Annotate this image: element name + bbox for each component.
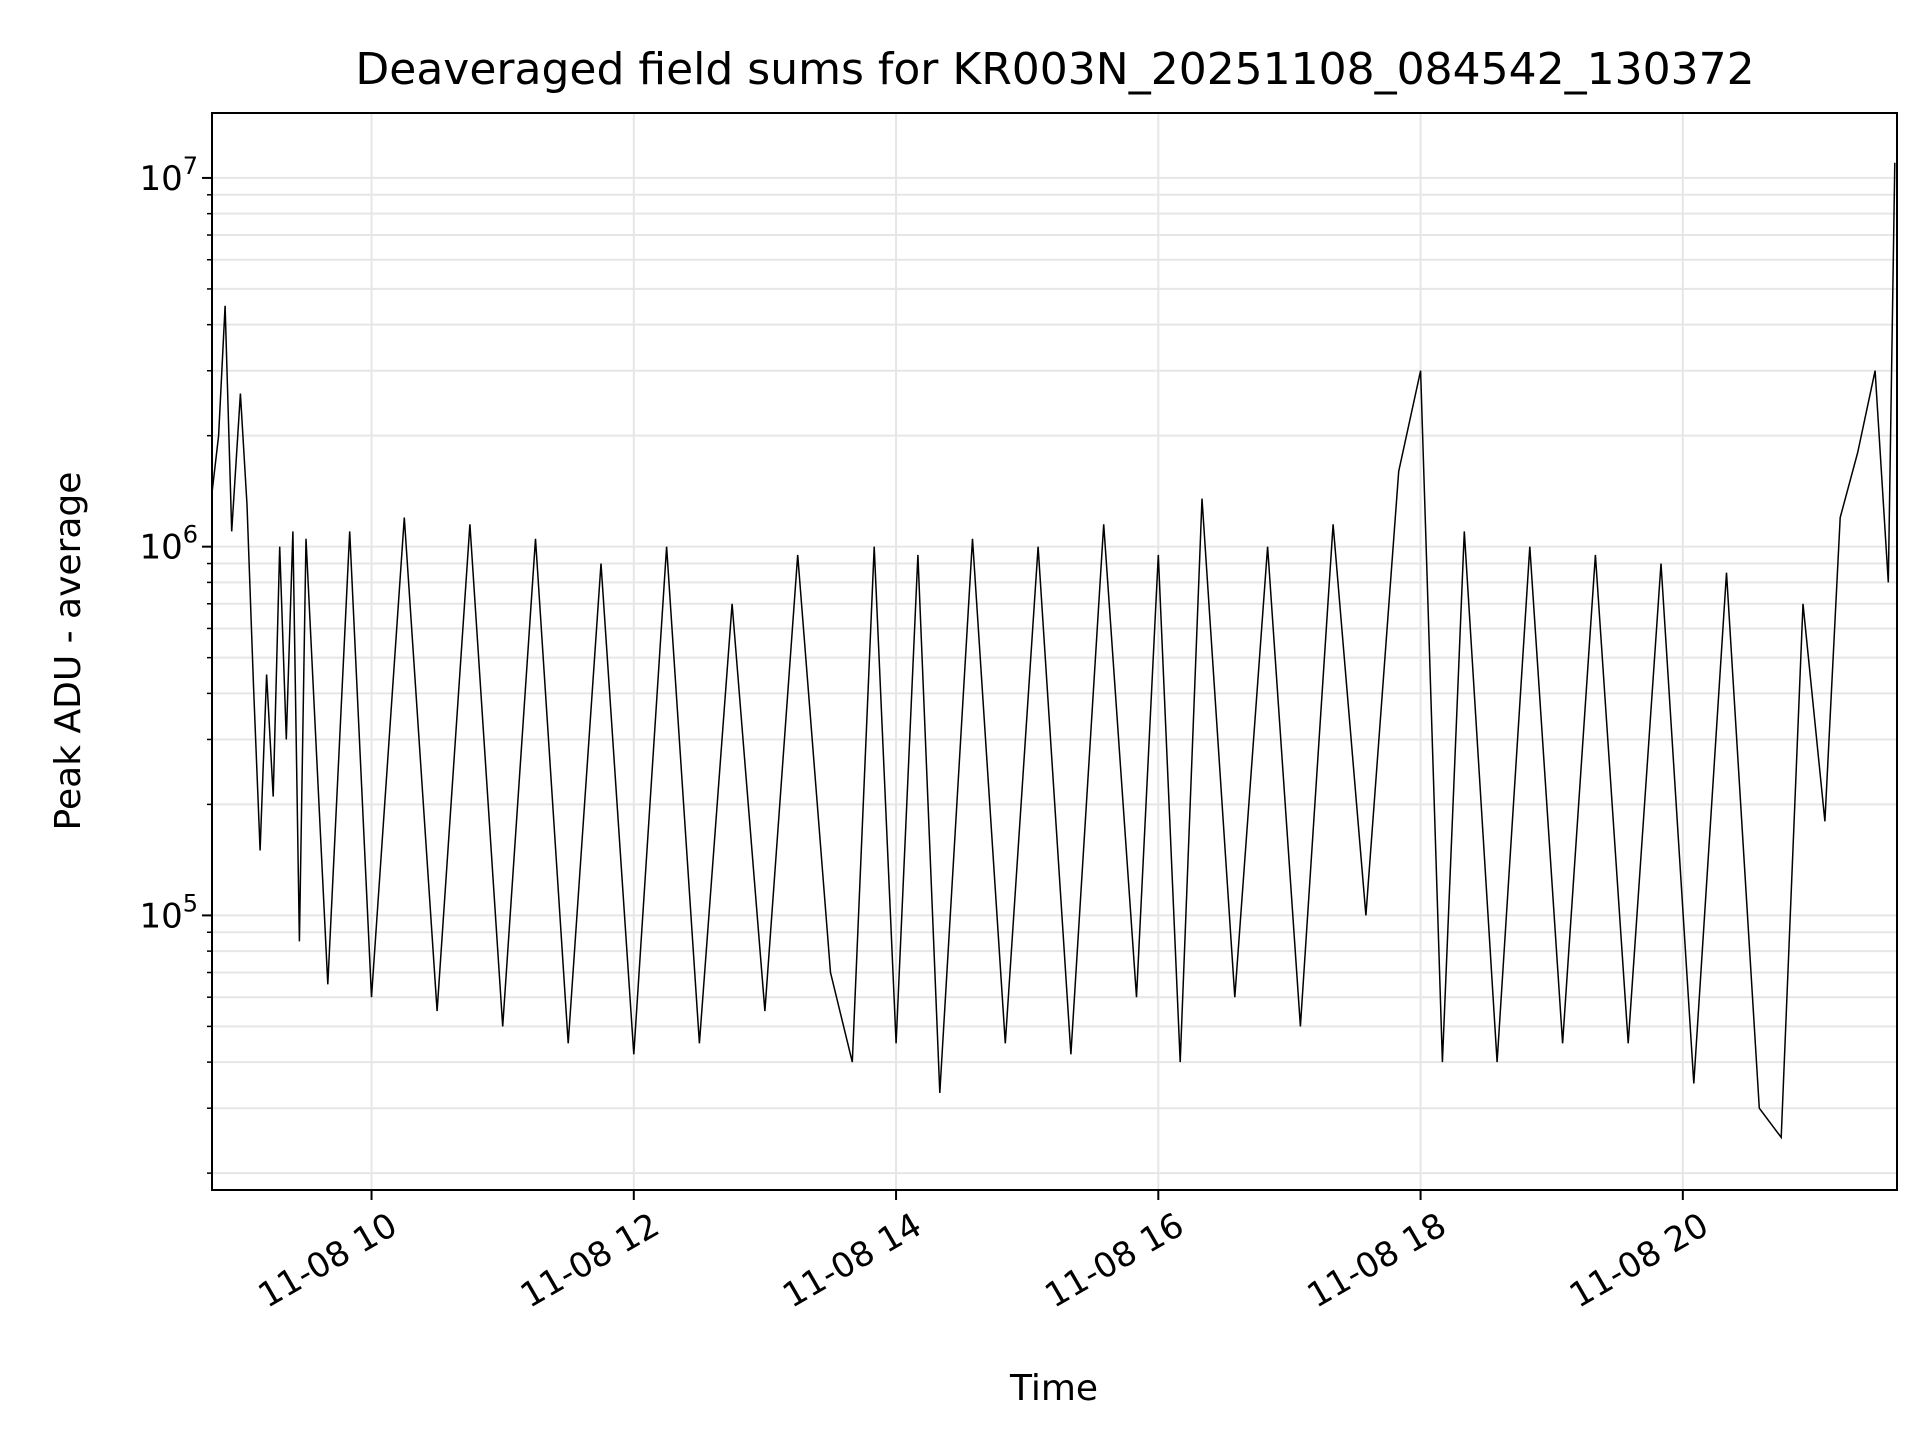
y-axis: 105 106 107	[139, 152, 212, 1174]
y-tick-label: 107	[139, 152, 198, 199]
grid	[212, 113, 1897, 1190]
y-tick-label: 105	[139, 889, 198, 936]
plot-area	[211, 162, 1896, 1140]
y-axis-label: Peak ADU - average	[48, 472, 89, 831]
y-tick-label: 106	[139, 521, 198, 568]
series-line	[211, 162, 1896, 1140]
x-axis-label: Time	[1009, 1368, 1098, 1409]
plot-frame	[211, 112, 1898, 1191]
chart-title: Deaveraged field sums for KR003N_2025110…	[355, 44, 1754, 95]
